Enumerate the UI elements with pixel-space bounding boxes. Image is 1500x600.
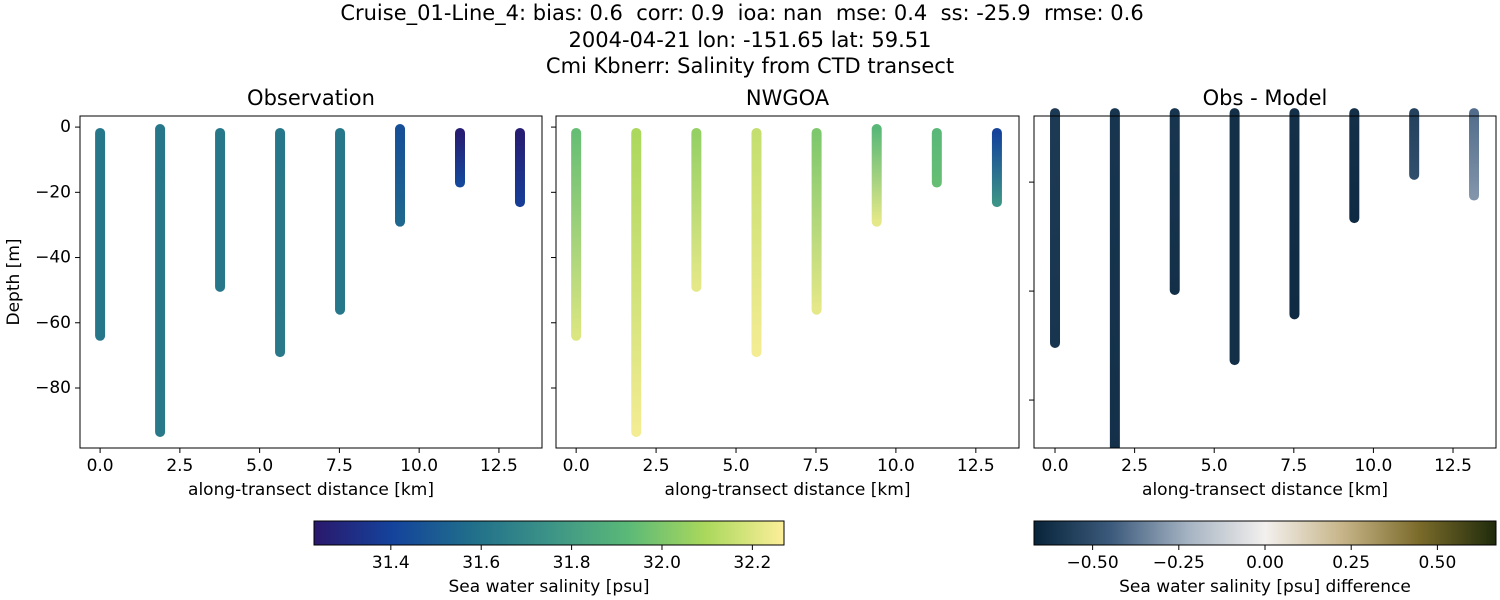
suptitle: Cmi Kbnerr: Salinity from CTD transect <box>546 54 954 78</box>
axes-title: NWGOA <box>746 86 830 110</box>
colorbar-tick-label: 0.25 <box>1332 553 1370 573</box>
plot-area <box>95 124 525 438</box>
x-tick-label: 12.5 <box>1434 456 1472 476</box>
plot-area <box>1050 108 1480 448</box>
colorbar-tick-label: 0.00 <box>1246 553 1284 573</box>
suptitle: Cruise_01-Line_4: bias: 0.6 corr: 0.9 io… <box>340 1 1143 26</box>
colorbar-tick-label: 31.6 <box>462 553 500 573</box>
colorbar-label: Sea water salinity [psu] difference <box>1119 577 1411 597</box>
axes-title: Obs - Model <box>1203 86 1328 110</box>
x-tick-label: 7.5 <box>1280 456 1307 476</box>
axes-title: Observation <box>247 86 375 110</box>
colorbar-label: Sea water salinity [psu] <box>449 577 650 597</box>
x-tick-label: 2.5 <box>166 456 193 476</box>
y-tick-label: 0 <box>60 117 71 137</box>
colorbar-tick-label: 32.2 <box>733 553 771 573</box>
x-tick-label: 0.0 <box>1041 456 1068 476</box>
x-tick-label: 7.5 <box>802 456 829 476</box>
colorbar <box>313 520 785 546</box>
x-tick-label: 5.0 <box>1201 456 1228 476</box>
x-tick-label: 7.5 <box>326 456 353 476</box>
x-axis-label: along-transect distance [km] <box>665 480 911 500</box>
x-tick-label: 5.0 <box>246 456 273 476</box>
x-tick-label: 5.0 <box>722 456 749 476</box>
y-tick-label: −60 <box>35 313 71 333</box>
x-tick-label: 12.5 <box>480 456 518 476</box>
x-tick-label: 2.5 <box>643 456 670 476</box>
x-axis-label: along-transect distance [km] <box>1142 480 1388 500</box>
plot-area <box>571 124 1002 438</box>
colorbar-tick-label: −0.50 <box>1067 553 1119 573</box>
colorbar <box>1033 520 1497 546</box>
colorbar-tick-label: 31.8 <box>553 553 591 573</box>
colorbar-tick-label: 0.50 <box>1418 553 1456 573</box>
x-tick-label: 0.0 <box>87 456 114 476</box>
x-tick-label: 2.5 <box>1121 456 1148 476</box>
colorbar-tick-label: 31.4 <box>372 553 410 573</box>
y-tick-label: −20 <box>35 182 71 202</box>
y-tick-label: −40 <box>35 248 71 268</box>
x-tick-label: 10.0 <box>1354 456 1392 476</box>
y-axis-label: Depth [m] <box>4 238 24 325</box>
x-tick-label: 10.0 <box>877 456 915 476</box>
axes-frame <box>1033 115 1497 449</box>
x-axis-label: along-transect distance [km] <box>188 480 434 500</box>
x-tick-label: 12.5 <box>957 456 995 476</box>
colorbar-tick-label: −0.25 <box>1153 553 1205 573</box>
x-tick-label: 10.0 <box>400 456 438 476</box>
x-tick-label: 0.0 <box>563 456 590 476</box>
colorbar-tick-label: 32.0 <box>643 553 681 573</box>
axes-frame <box>555 115 1020 449</box>
y-tick-label: −80 <box>35 378 71 398</box>
suptitle: 2004-04-21 lon: -151.65 lat: 59.51 <box>569 28 932 52</box>
axes-frame <box>79 115 543 449</box>
